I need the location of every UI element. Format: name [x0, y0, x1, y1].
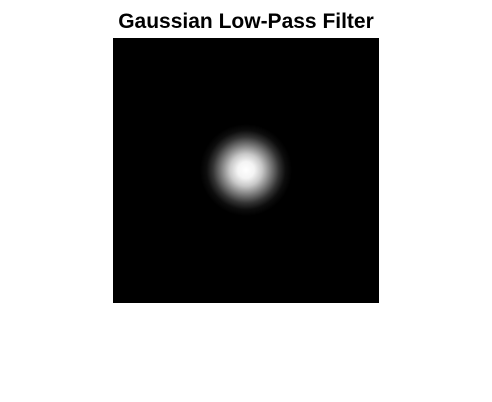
filter-image — [113, 38, 379, 303]
filter-image-canvas — [113, 38, 379, 303]
gaussian-peak — [200, 124, 292, 216]
figure-title: Gaussian Low-Pass Filter — [118, 10, 374, 33]
